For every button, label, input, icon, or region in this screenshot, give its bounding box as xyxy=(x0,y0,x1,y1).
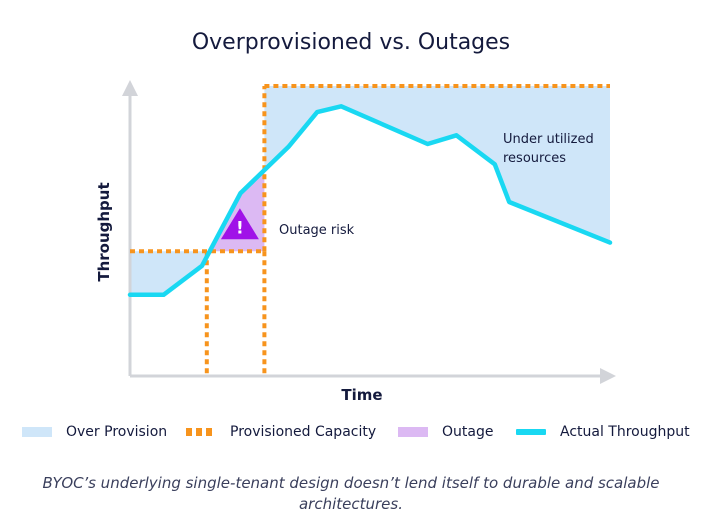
actual-throughput-swatch xyxy=(516,429,546,435)
y-axis-label: Throughput xyxy=(95,182,113,282)
legend-item-actual-throughput: Actual Throughput xyxy=(516,424,690,440)
legend-label: Actual Throughput xyxy=(560,424,690,440)
outage-swatch xyxy=(398,427,428,437)
over-provision-swatch xyxy=(22,427,52,437)
warning-layer: ! xyxy=(220,208,259,240)
actual-throughput-line xyxy=(127,104,613,298)
x-axis-label: Time xyxy=(341,386,383,404)
legend: Over Provision Provisioned Capacity Outa… xyxy=(0,424,702,446)
actual-throughput-layer xyxy=(127,104,613,298)
annotation-outage-risk: Outage risk xyxy=(279,223,355,238)
chart-title: Overprovisioned vs. Outages xyxy=(191,30,511,55)
annotation-under-utilized: Under utilized resources xyxy=(503,132,594,166)
x-axis-arrow xyxy=(600,368,616,384)
warning-triangle-icon xyxy=(220,208,259,240)
region-over-provision-0 xyxy=(130,251,207,295)
caption: BYOC’s underlying single-tenant design d… xyxy=(42,474,660,513)
provisioned-capacity-swatch xyxy=(186,428,216,436)
legend-label: Outage xyxy=(442,424,494,440)
warning-exclamation: ! xyxy=(236,218,244,238)
legend-item-over-provision: Over Provision xyxy=(22,424,167,440)
axes xyxy=(122,80,616,384)
legend-label: Over Provision xyxy=(66,424,168,440)
legend-label: Provisioned Capacity xyxy=(230,424,377,440)
y-axis-arrow xyxy=(122,80,138,96)
legend-item-outage: Outage xyxy=(398,424,493,440)
region-over-provision-2 xyxy=(264,86,610,243)
legend-item-provisioned-capacity: Provisioned Capacity xyxy=(186,424,376,440)
